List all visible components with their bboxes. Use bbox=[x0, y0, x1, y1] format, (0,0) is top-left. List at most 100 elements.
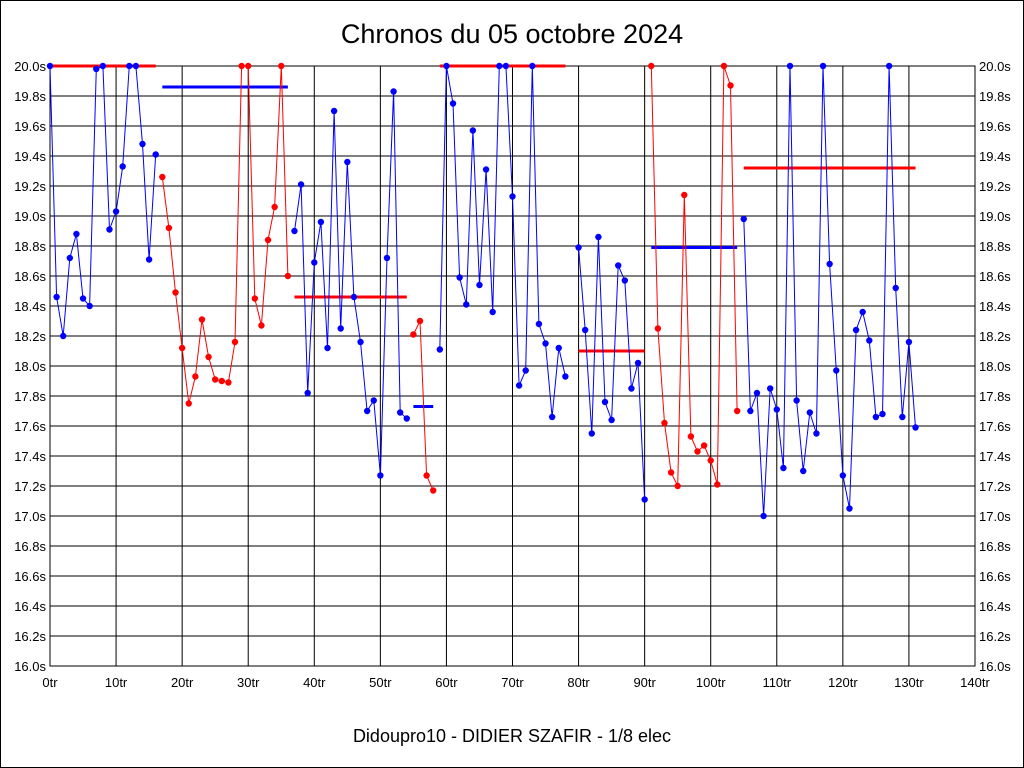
lap-point bbox=[707, 457, 714, 464]
axis-ticks: 0tr 10tr 20tr 30tr 40tr 50tr 60tr 70tr 80tr 90tr 1… bbox=[14, 59, 1011, 690]
lap-point bbox=[515, 382, 523, 389]
lap-point bbox=[535, 320, 543, 328]
lap-point bbox=[264, 236, 272, 244]
lap-point bbox=[509, 193, 516, 200]
lap-point bbox=[53, 293, 60, 301]
lap-point bbox=[469, 127, 477, 134]
lap-point bbox=[231, 338, 239, 346]
x-tick-label: 10tr bbox=[105, 675, 128, 690]
lap-point bbox=[621, 277, 629, 284]
lap-point bbox=[390, 88, 397, 95]
lap-point bbox=[714, 481, 721, 488]
lap-point bbox=[826, 260, 833, 268]
lap-point bbox=[879, 410, 886, 418]
lap-point bbox=[337, 325, 344, 332]
y-tick-label-left: 19.8s bbox=[14, 89, 46, 104]
lap-point bbox=[430, 487, 437, 494]
x-tick-label: 30tr bbox=[237, 675, 260, 690]
lap-point bbox=[192, 373, 199, 380]
lap-point bbox=[793, 397, 800, 404]
lap-point bbox=[720, 62, 728, 70]
lap-point bbox=[106, 226, 113, 233]
lap-point bbox=[529, 62, 536, 70]
y-tick-label-left: 19.2s bbox=[14, 179, 46, 194]
x-tick-label: 60tr bbox=[435, 675, 458, 690]
y-tick-label-right: 19.4s bbox=[979, 149, 1011, 164]
y-tick-label-left: 18.8s bbox=[14, 239, 46, 254]
lap-point bbox=[727, 82, 734, 89]
lap-point bbox=[119, 163, 126, 170]
x-tick-label: 50tr bbox=[369, 675, 392, 690]
lap-point bbox=[46, 62, 54, 70]
lap-point bbox=[813, 430, 820, 437]
lap-point bbox=[700, 442, 708, 449]
lap-point bbox=[502, 62, 510, 70]
lap-point bbox=[687, 433, 695, 440]
series-group bbox=[46, 62, 919, 520]
lap-point bbox=[165, 224, 173, 232]
lap-point bbox=[806, 409, 814, 416]
y-tick-label-right: 16.0s bbox=[979, 659, 1011, 674]
y-tick-label-right: 17.6s bbox=[979, 419, 1011, 434]
lap-point bbox=[423, 472, 430, 479]
lap-point bbox=[615, 262, 622, 269]
lap-point bbox=[152, 151, 159, 158]
lap-point bbox=[185, 400, 192, 407]
lap-point bbox=[786, 62, 794, 70]
y-tick-label-left: 18.6s bbox=[14, 269, 46, 284]
y-tick-label-right: 19.0s bbox=[979, 209, 1011, 224]
y-tick-label-left: 17.4s bbox=[14, 449, 46, 464]
lap-point bbox=[403, 415, 410, 422]
lap-point bbox=[284, 272, 292, 280]
y-tick-label-right: 17.0s bbox=[979, 509, 1011, 524]
x-tick-label: 120tr bbox=[828, 675, 858, 690]
y-tick-label-left: 16.4s bbox=[14, 599, 46, 614]
lap-point bbox=[93, 65, 100, 73]
lap-point bbox=[833, 367, 840, 374]
y-tick-label-left: 19.4s bbox=[14, 149, 46, 164]
y-tick-label-right: 19.6s bbox=[979, 119, 1011, 134]
lap-point bbox=[311, 259, 318, 266]
chart-title: Chronos du 05 octobre 2024 bbox=[341, 19, 683, 49]
lap-point bbox=[258, 322, 265, 329]
lap-point bbox=[370, 397, 377, 404]
lap-point bbox=[66, 254, 74, 262]
lap-point bbox=[694, 448, 701, 455]
lap-point bbox=[436, 346, 444, 353]
y-tick-label-right: 18.2s bbox=[979, 329, 1011, 344]
lap-point bbox=[159, 173, 166, 181]
y-tick-label-right: 16.2s bbox=[979, 629, 1011, 644]
lap-point bbox=[79, 295, 87, 302]
lap-point bbox=[608, 416, 615, 424]
lap-point bbox=[667, 469, 675, 476]
lap-point bbox=[198, 316, 206, 323]
lap-point bbox=[766, 385, 774, 392]
lap-point bbox=[562, 373, 569, 380]
lap-point bbox=[839, 472, 847, 479]
lap-point bbox=[225, 379, 232, 386]
y-tick-label-left: 19.6s bbox=[14, 119, 46, 134]
lap-point bbox=[172, 289, 179, 296]
y-tick-label-left: 18.4s bbox=[14, 299, 46, 314]
lap-point bbox=[449, 100, 457, 107]
lap-point bbox=[674, 482, 681, 490]
y-tick-label-left: 17.0s bbox=[14, 509, 46, 524]
y-tick-label-right: 18.0s bbox=[979, 359, 1011, 374]
lap-point bbox=[740, 215, 747, 223]
lap-point bbox=[416, 317, 424, 325]
lap-point bbox=[628, 385, 635, 392]
lap-point bbox=[555, 344, 562, 352]
lap-point bbox=[456, 274, 463, 281]
x-tick-label: 20tr bbox=[171, 675, 194, 690]
lap-point bbox=[482, 166, 490, 173]
lap-point bbox=[753, 389, 761, 397]
y-tick-label-left: 17.2s bbox=[14, 479, 46, 494]
lap-point bbox=[747, 407, 754, 415]
lap-point bbox=[271, 203, 278, 211]
y-tick-label-right: 16.4s bbox=[979, 599, 1011, 614]
lap-point bbox=[733, 407, 741, 415]
lap-point bbox=[350, 293, 358, 301]
lap-point bbox=[139, 140, 146, 148]
lap-point bbox=[463, 301, 470, 308]
